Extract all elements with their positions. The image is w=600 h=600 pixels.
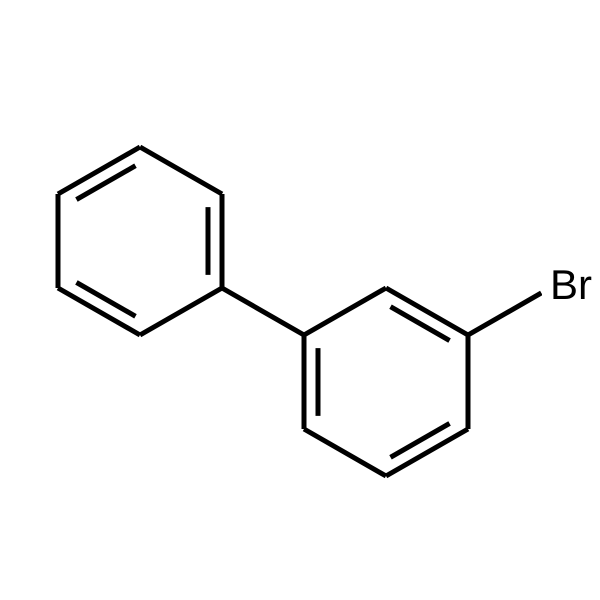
bond-line bbox=[468, 293, 541, 335]
bond-line bbox=[391, 423, 450, 457]
bond-line bbox=[76, 166, 135, 200]
labels-group: Br bbox=[550, 261, 592, 308]
atom-label-Br: Br bbox=[550, 261, 592, 308]
bond-line bbox=[391, 307, 450, 341]
bonds-group bbox=[58, 147, 541, 476]
bond-line bbox=[140, 288, 222, 335]
molecule-diagram: Br bbox=[0, 0, 600, 600]
bond-line bbox=[76, 282, 135, 316]
bond-line bbox=[140, 147, 222, 194]
bond-line bbox=[304, 288, 386, 335]
bond-line bbox=[304, 429, 386, 476]
bond-line bbox=[222, 288, 304, 335]
